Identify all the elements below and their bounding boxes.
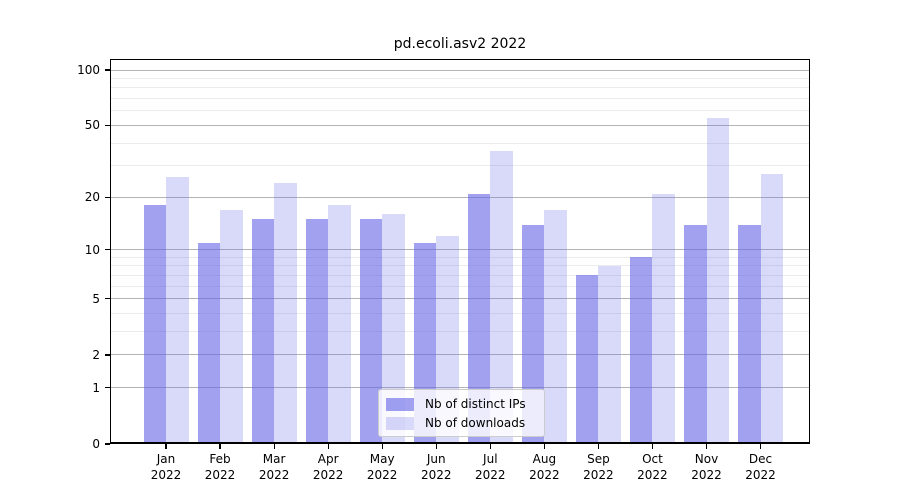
legend-entry-distinct-ips: Nb of distinct IPs (379, 395, 544, 413)
bar-apr-ips (305, 219, 329, 444)
bar-aug-downloads (544, 209, 567, 444)
y-tick-label: 2 (92, 347, 100, 362)
gridline-major (111, 124, 809, 126)
gridline-major (111, 69, 809, 71)
gridline-major (111, 298, 809, 300)
y-tick-mark (105, 124, 110, 126)
x-tick-mark (597, 444, 599, 449)
x-tick-mark (759, 444, 762, 449)
gridline-major (111, 196, 809, 198)
x-tick-label-jun: Jun 2022 (420, 452, 452, 482)
bar-sep-downloads (598, 265, 621, 444)
bar-apr-downloads (328, 205, 351, 444)
bar-oct-downloads (652, 193, 675, 444)
x-tick-label-dec: Dec 2022 (745, 452, 776, 482)
x-tick-label-may: May 2022 (366, 452, 398, 482)
legend: Nb of distinct IPs Nb of downloads (378, 389, 545, 437)
x-tick-mark (489, 444, 491, 449)
gridline-minor (111, 313, 809, 315)
bar-feb-downloads (220, 209, 243, 444)
y-tick-label: 1 (92, 380, 100, 395)
bar-jan-downloads (166, 176, 189, 444)
legend-swatch-downloads (386, 416, 414, 430)
y-tick-label: 20 (84, 190, 100, 205)
y-tick-label: 0 (92, 437, 100, 451)
bar-jul-ips (467, 193, 491, 444)
x-tick-label-aug: Aug 2022 (529, 452, 560, 482)
x-tick-label-mar: Mar 2022 (258, 452, 290, 482)
x-tick-label-oct: Oct 2022 (637, 452, 668, 482)
x-tick-label-feb: Feb 2022 (204, 452, 236, 482)
gridline-minor (111, 256, 809, 258)
x-tick-mark (705, 444, 708, 449)
x-tick-label-apr: Apr 2022 (312, 452, 344, 482)
x-tick-mark (543, 444, 545, 449)
gridline-minor (111, 274, 809, 276)
gridline-minor (111, 285, 809, 287)
x-tick-label-nov: Nov 2022 (691, 452, 722, 482)
x-tick-mark (273, 444, 275, 449)
bar-nov-downloads (706, 117, 729, 444)
bar-dec-downloads (760, 173, 784, 444)
gridline-minor (111, 110, 809, 112)
gridline-major (111, 354, 809, 356)
x-tick-mark (381, 444, 383, 449)
gridline-minor (111, 142, 809, 144)
bar-may-downloads (382, 214, 405, 444)
legend-entry-downloads: Nb of downloads (379, 414, 544, 432)
y-tick-mark (105, 443, 110, 445)
y-tick-label: 10 (84, 242, 100, 257)
x-tick-label-jan: Jan 2022 (150, 452, 182, 482)
y-tick-mark (105, 249, 110, 251)
x-tick-mark (327, 444, 329, 449)
gridline-minor (111, 87, 809, 89)
bar-mar-downloads (274, 183, 297, 444)
gridline-minor (111, 331, 809, 333)
bar-jan-ips (143, 205, 166, 444)
y-tick-mark (105, 354, 110, 356)
chart-title: pd.ecoli.asv2 2022 (393, 36, 527, 52)
bar-jul-downloads (490, 151, 513, 444)
bar-nov-ips (684, 224, 707, 444)
x-tick-mark (165, 444, 167, 449)
gridline-major (111, 249, 809, 251)
bar-dec-ips (738, 224, 761, 444)
gridline-minor (111, 98, 809, 100)
y-tick-mark (105, 196, 110, 198)
y-tick-label: 100 (77, 63, 100, 77)
gridline-minor (111, 265, 809, 267)
x-tick-mark (651, 444, 654, 449)
bar-sep-ips (575, 275, 599, 444)
gridline-minor (111, 165, 809, 167)
bar-feb-ips (197, 242, 221, 444)
bar-mar-ips (251, 219, 275, 444)
x-tick-label-sep: Sep 2022 (583, 452, 614, 482)
y-tick-label: 5 (92, 291, 100, 306)
legend-label-distinct-ips: Nb of distinct IPs (425, 397, 526, 411)
x-tick-mark (219, 444, 221, 449)
x-tick-label-jul: Jul 2022 (475, 452, 506, 482)
y-tick-mark (105, 387, 110, 389)
x-tick-mark (435, 444, 437, 449)
y-tick-mark (105, 69, 110, 71)
gridline-minor (111, 77, 809, 79)
legend-label-downloads: Nb of downloads (425, 416, 526, 430)
bar-oct-ips (629, 257, 653, 444)
gridline-major (111, 387, 809, 389)
y-tick-mark (105, 298, 110, 300)
legend-swatch-distinct-ips (386, 397, 414, 411)
y-tick-label: 50 (84, 118, 100, 133)
bar-may-ips (359, 219, 383, 444)
